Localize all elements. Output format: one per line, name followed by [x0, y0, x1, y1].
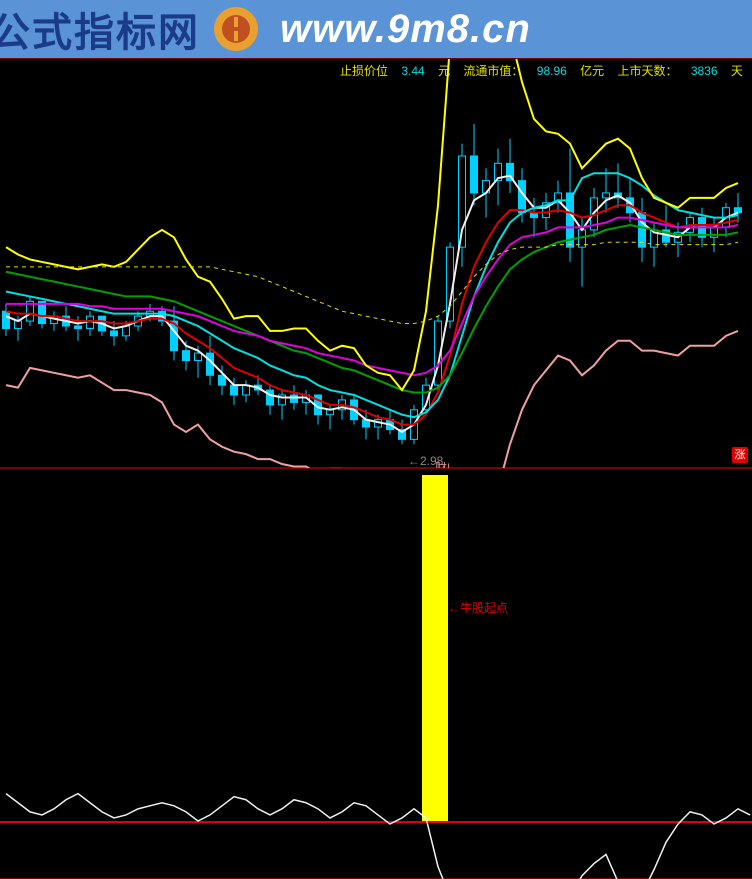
banner-logo-icon — [212, 5, 260, 53]
band-lower-pink — [6, 331, 738, 469]
ma-magenta — [6, 218, 738, 376]
dashed-yellow-upper — [6, 242, 738, 323]
main-chart-svg — [0, 59, 752, 469]
banner: 公式指标网 www.9m8.cn — [0, 0, 752, 58]
main-candlestick-chart: 止损价位 3.44 元 流通市值： 98.96 亿元 上市天数： 3836 天 … — [0, 58, 752, 468]
sub-chart-svg — [0, 469, 752, 879]
zhang-badge-icon: 涨 — [732, 447, 748, 463]
ma-red — [6, 205, 738, 424]
sub-indicator-chart: ←牛股起点 — [0, 468, 752, 879]
ma-white — [6, 176, 738, 432]
banner-url: www.9m8.cn — [280, 7, 531, 52]
banner-title: 公式指标网 — [0, 0, 200, 58]
indicator-line — [6, 794, 750, 879]
